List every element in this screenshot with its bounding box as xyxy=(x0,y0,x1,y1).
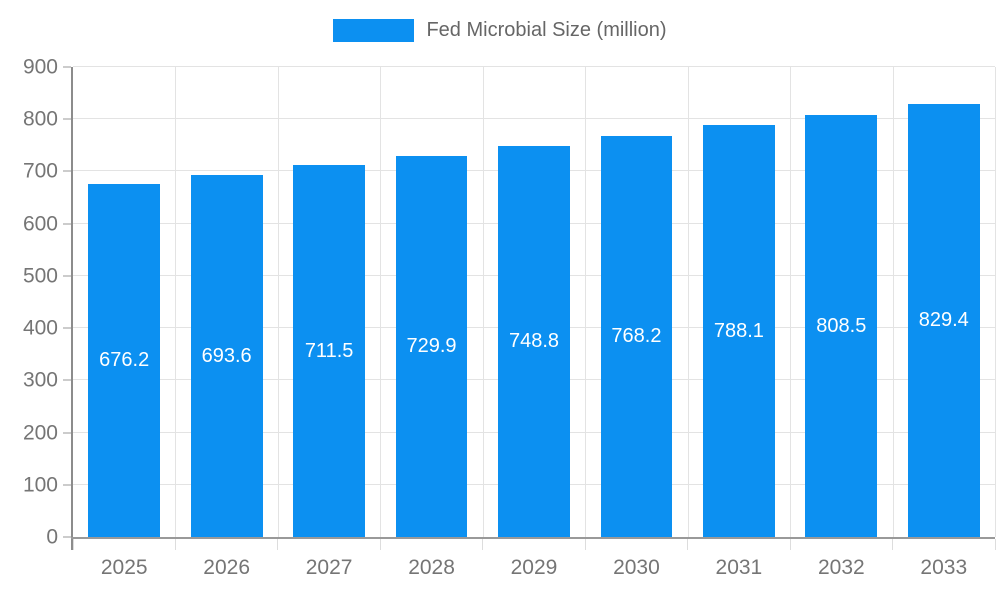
bar: 676.2 xyxy=(88,183,161,537)
y-tick-label: 300 xyxy=(22,368,58,392)
x-tick-mark xyxy=(789,539,791,550)
x-tick-mark xyxy=(72,539,74,550)
x-tick-mark xyxy=(584,539,586,550)
x-tick-label: 2033 xyxy=(920,556,968,579)
x-tick-mark xyxy=(174,539,176,550)
y-tick-label: 200 xyxy=(22,421,58,445)
legend-label: Fed Microbial Size (million) xyxy=(426,19,667,41)
x-tick-label: 2027 xyxy=(305,556,353,579)
y-tick-mark xyxy=(63,484,71,486)
y-tick-mark xyxy=(63,432,71,434)
y-tick-label: 800 xyxy=(22,107,58,131)
bar: 693.6 xyxy=(190,174,263,537)
bar: 768.2 xyxy=(600,135,673,537)
y-gridline xyxy=(73,118,995,120)
x-tick-mark xyxy=(277,539,279,550)
bar-value-label: 693.6 xyxy=(201,344,252,367)
x-tick-label: 2032 xyxy=(817,556,865,579)
y-tick-label: 600 xyxy=(22,212,58,236)
bar: 788.1 xyxy=(703,125,775,537)
y-tick-label: 100 xyxy=(22,473,58,497)
y-tick-label: 700 xyxy=(22,159,58,183)
x-tick-mark xyxy=(687,539,689,550)
x-gridline xyxy=(482,67,484,537)
x-tick-mark xyxy=(379,539,381,550)
bar-value-label: 748.8 xyxy=(508,330,560,353)
y-tick-mark xyxy=(63,66,71,68)
bar: 729.9 xyxy=(395,155,468,537)
x-gridline xyxy=(277,67,279,537)
x-tick-label: 2026 xyxy=(203,556,251,579)
y-tick-label: 500 xyxy=(22,264,58,288)
x-tick-mark xyxy=(994,539,996,550)
x-tick-mark xyxy=(482,539,484,550)
y-axis-line xyxy=(71,67,73,550)
bar-value-label: 711.5 xyxy=(304,340,354,363)
legend-swatch xyxy=(333,18,415,42)
y-tick-mark xyxy=(63,275,71,277)
bar-value-label: 808.5 xyxy=(816,314,867,337)
bar-value-label: 829.4 xyxy=(918,309,969,332)
legend-item[interactable]: Fed Microbial Size (million) xyxy=(333,18,667,42)
x-tick-label: 2031 xyxy=(715,556,763,579)
x-gridline xyxy=(892,67,894,537)
x-gridline xyxy=(175,67,177,537)
bar-value-label: 768.2 xyxy=(611,325,662,348)
y-tick-mark xyxy=(63,170,71,172)
x-gridline xyxy=(995,67,996,537)
x-gridline xyxy=(585,67,587,537)
y-tick-mark xyxy=(63,379,71,381)
x-tick-label: 2029 xyxy=(510,556,558,579)
bar: 829.4 xyxy=(907,103,980,537)
y-tick-label: 0 xyxy=(46,525,58,549)
bar-value-label: 788.1 xyxy=(713,320,764,343)
y-tick-mark xyxy=(63,327,71,329)
x-tick-label: 2030 xyxy=(613,556,660,579)
x-gridline xyxy=(687,67,689,537)
x-tick-mark xyxy=(892,539,894,550)
bar: 748.8 xyxy=(498,145,570,537)
x-gridline xyxy=(380,67,382,537)
bar-value-label: 729.9 xyxy=(406,335,457,358)
y-tick-label: 400 xyxy=(22,316,58,340)
x-tick-label: 2025 xyxy=(100,556,148,579)
y-tick-mark xyxy=(63,536,71,538)
y-tick-mark xyxy=(63,118,71,120)
y-tick-label: 900 xyxy=(22,55,58,79)
plot-area: 0 100 200 300 400 500 600 700 800 900 2025 676.2 202… xyxy=(23,57,996,579)
bar: 711.5 xyxy=(293,165,365,537)
x-tick-label: 2028 xyxy=(408,556,455,579)
y-tick-mark xyxy=(63,223,71,225)
x-gridline xyxy=(790,67,792,537)
x-axis-line xyxy=(71,537,995,539)
bar: 808.5 xyxy=(805,114,878,537)
y-gridline xyxy=(73,66,995,67)
chart-legend: Fed Microbial Size (million) xyxy=(0,18,1000,42)
bar-value-label: 676.2 xyxy=(99,349,150,372)
